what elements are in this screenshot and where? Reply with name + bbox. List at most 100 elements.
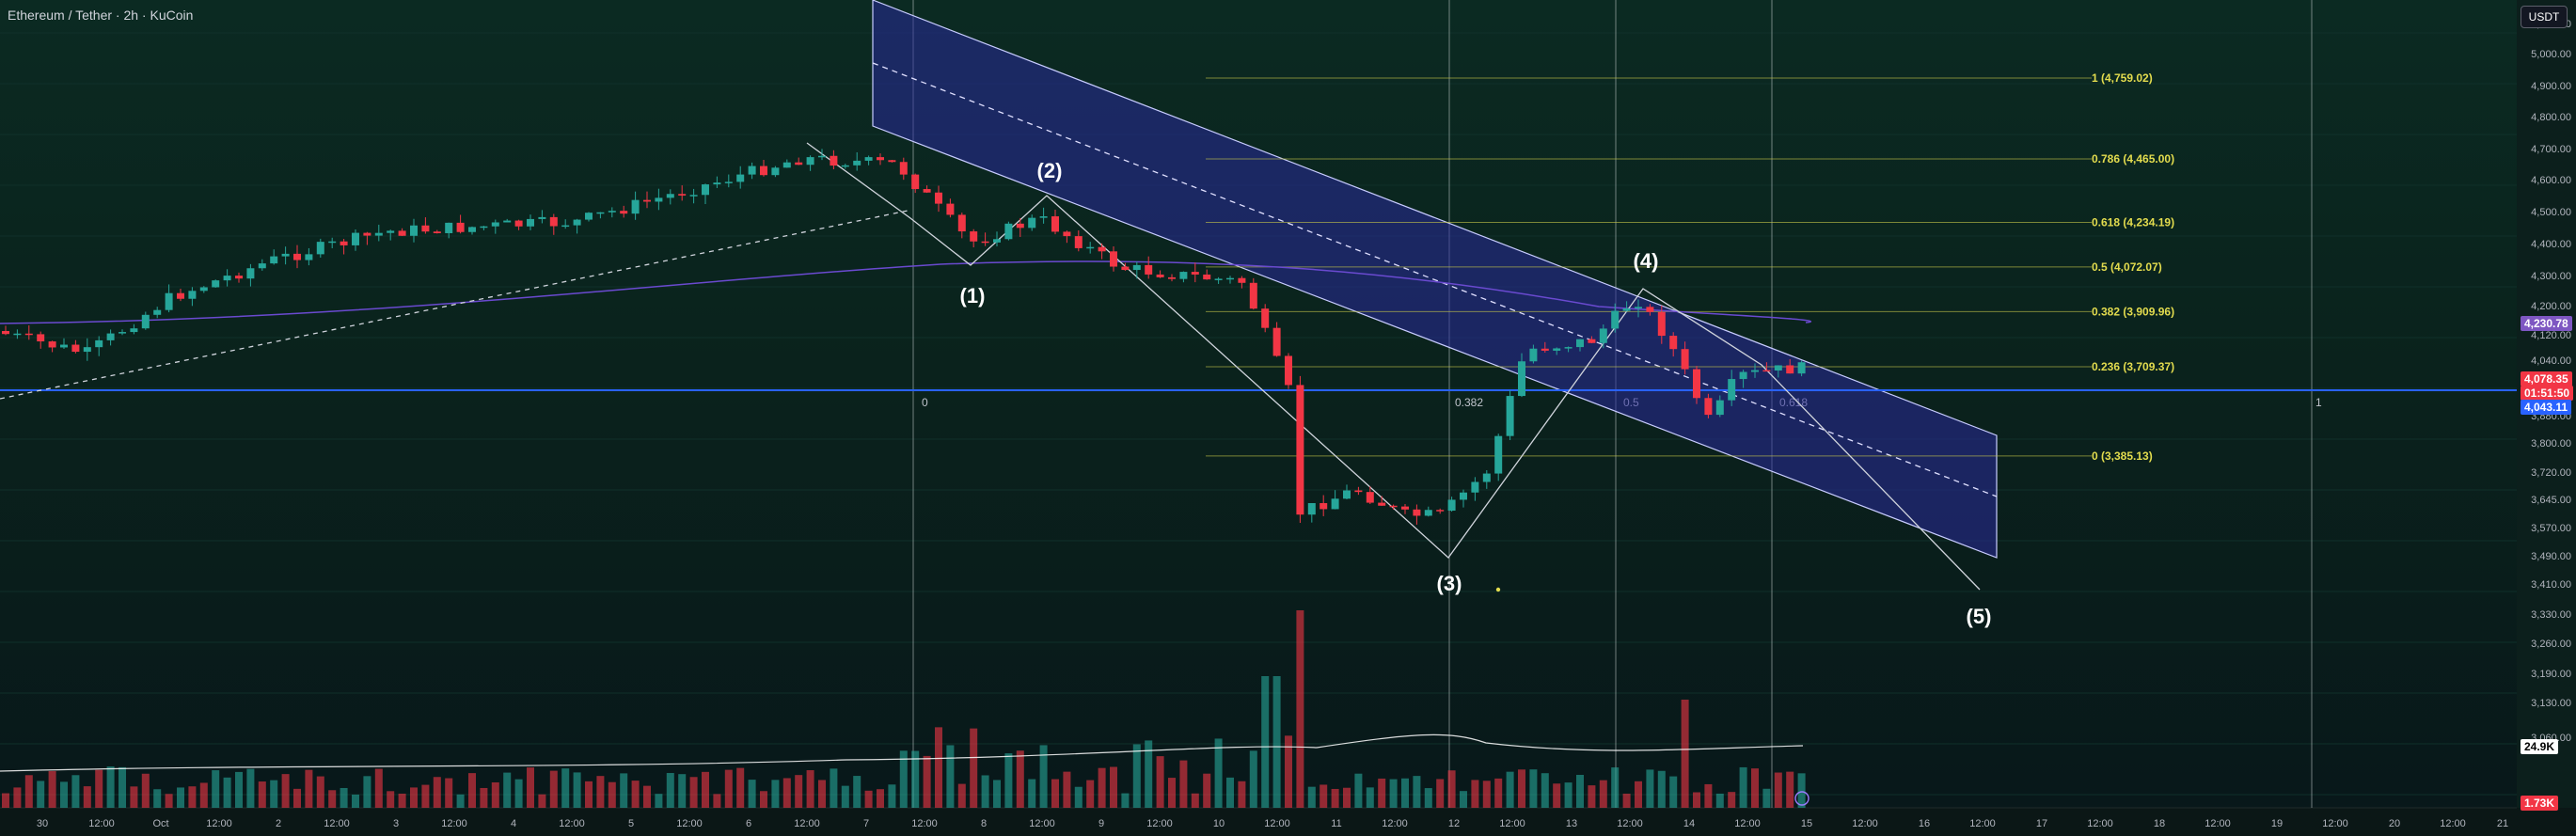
volume-bar	[620, 773, 628, 808]
time-tick: 12:00	[88, 818, 115, 829]
time-tick: Oct	[152, 818, 168, 829]
candle	[410, 225, 418, 236]
candle	[736, 174, 745, 182]
volume-bar	[1739, 766, 1747, 808]
volume-bar	[1226, 777, 1234, 808]
volume-bar	[1145, 740, 1153, 808]
volume-bar	[1704, 783, 1713, 808]
volume-bar	[1506, 771, 1514, 808]
volume-bar	[153, 789, 162, 808]
time-tick: 12:00	[1382, 818, 1408, 829]
candle	[1447, 499, 1456, 512]
time-tick: 12:00	[2087, 818, 2113, 829]
candle	[877, 157, 884, 161]
volume-bar	[468, 773, 476, 808]
volume-bar	[877, 789, 884, 808]
volume-bar	[2, 793, 9, 808]
volume-bar	[1588, 785, 1596, 808]
volume-bar	[736, 767, 745, 808]
price-tick: 3,570.00	[2531, 523, 2571, 534]
volume-bar	[199, 782, 208, 808]
volume-bar	[713, 794, 721, 808]
volume-bar	[1564, 782, 1572, 808]
volume-bar	[363, 776, 371, 808]
candle	[212, 280, 220, 288]
candle	[1226, 277, 1234, 280]
volume-bar	[1518, 769, 1525, 808]
fib-level-label: 0.618 (4,234.19)	[2092, 215, 2174, 229]
fib-level-label: 0.236 (3,709.37)	[2092, 360, 2174, 373]
candle	[95, 339, 103, 348]
volume-bar	[1110, 766, 1117, 808]
candle	[1249, 282, 1257, 309]
candle	[374, 232, 383, 236]
volume-bar	[491, 781, 499, 808]
candle	[130, 328, 138, 333]
time-tick: 19	[2271, 818, 2283, 829]
candle	[1191, 272, 1199, 275]
candle	[1285, 355, 1292, 386]
volume-bar	[1728, 792, 1736, 808]
candle	[13, 333, 22, 336]
volume-bar	[596, 776, 605, 808]
time-tick: 12:00	[2440, 818, 2466, 829]
candle	[1074, 236, 1083, 248]
candle	[1343, 490, 1351, 499]
volume-bar	[1285, 735, 1292, 808]
volume-bar	[923, 755, 931, 808]
candle	[456, 222, 465, 232]
descending-channel	[872, 0, 1998, 559]
candle	[1063, 231, 1071, 237]
volume-bar	[37, 781, 45, 808]
candle	[1576, 339, 1584, 348]
time-tick: 12:00	[2205, 818, 2231, 829]
candle	[1518, 361, 1525, 397]
candle	[795, 162, 803, 166]
price-tick: 3,130.00	[2531, 698, 2571, 709]
candle	[503, 220, 512, 223]
currency-button[interactable]: USDT	[2521, 6, 2568, 28]
price-tick: 4,500.00	[2531, 207, 2571, 218]
volume-bar	[957, 783, 966, 808]
price-tick: 4,200.00	[2531, 301, 2571, 312]
candle	[1599, 328, 1607, 343]
candle	[1704, 398, 1713, 416]
volume-bar	[853, 776, 861, 808]
volume-bar	[71, 775, 80, 808]
time-tick: 8	[981, 818, 987, 829]
candle	[1039, 216, 1048, 218]
volume-bar	[1249, 750, 1257, 808]
volume-bar	[1460, 791, 1467, 808]
volume-bar	[316, 776, 324, 808]
volume-bar	[1191, 793, 1199, 808]
volume-bar	[1098, 767, 1106, 808]
volume-bar	[340, 787, 348, 808]
volume-bar	[1529, 769, 1538, 808]
candle	[235, 276, 243, 279]
candle	[1494, 435, 1503, 474]
candle	[24, 333, 33, 336]
candle	[923, 189, 931, 193]
volume-bar	[398, 793, 406, 808]
volume-bar	[1762, 788, 1771, 808]
candle	[527, 218, 534, 227]
candle	[1786, 365, 1794, 374]
volume-bar	[352, 794, 359, 808]
volume-bar	[585, 781, 593, 808]
volume-bar	[771, 780, 780, 808]
volume-bar	[60, 781, 68, 808]
candle	[853, 160, 861, 166]
volume-bar	[841, 785, 849, 808]
candle	[1657, 311, 1666, 337]
candle	[119, 332, 126, 334]
candle	[1553, 348, 1561, 351]
candle	[1296, 385, 1304, 515]
volume-bar	[106, 766, 115, 808]
candle	[1482, 473, 1491, 482]
candle	[1378, 502, 1386, 506]
lightning-icon	[1794, 791, 1810, 806]
volume-bar	[410, 787, 418, 808]
volume-bar	[993, 780, 1001, 808]
candle	[1646, 307, 1654, 312]
